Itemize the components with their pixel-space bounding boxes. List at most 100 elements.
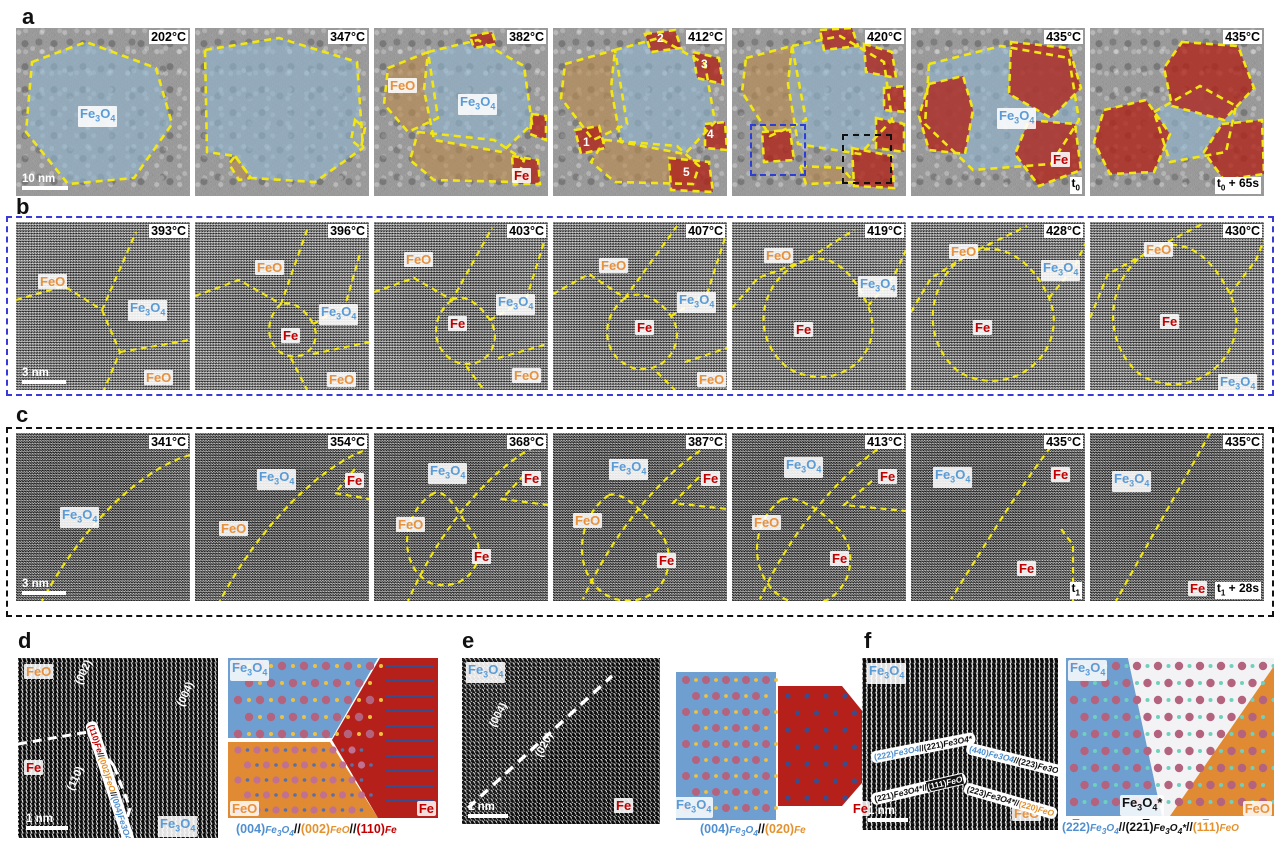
boundary-1 bbox=[499, 474, 548, 507]
fe-atom bbox=[785, 761, 791, 767]
tem-texture bbox=[195, 433, 369, 601]
fe-atom bbox=[804, 693, 810, 699]
feo-atom-small bbox=[302, 778, 307, 782]
lattice-atom bbox=[1090, 797, 1100, 807]
panel-c-frame-6: 435°C t1 Fe3O4 Fe Fe bbox=[911, 433, 1085, 601]
lattice-atom-small bbox=[1082, 800, 1087, 804]
panel-b-label-fe3o4-2: Fe3O4 bbox=[677, 292, 717, 313]
panel-b-temp-6: 428°C bbox=[1044, 224, 1083, 238]
panel-a-frame-1: 202°C Fe3O4 10 nm bbox=[16, 28, 190, 196]
boundary-1 bbox=[100, 309, 122, 390]
feo-atom bbox=[348, 806, 356, 814]
fe3o4-atom-small bbox=[714, 710, 718, 714]
lattice-atom-small bbox=[1208, 766, 1213, 770]
fe-atom bbox=[785, 727, 791, 733]
feo-domain bbox=[1170, 666, 1274, 816]
lattice-atom bbox=[1132, 763, 1142, 773]
panel-a-scalebar: 10 nm bbox=[22, 173, 68, 190]
fe3o4-atom-small bbox=[280, 681, 284, 685]
panel-c-temp-3: 368°C bbox=[507, 435, 546, 449]
panel-a-roi-black[interactable] bbox=[842, 134, 892, 184]
panel-d-scalebar: 1 nm bbox=[26, 813, 68, 830]
fe3o4-atom bbox=[288, 678, 298, 688]
panel-c-label-fe3o4-0: Fe3O4 bbox=[428, 463, 468, 484]
fe-atom bbox=[785, 795, 791, 801]
panel-b-frame-2: 396°C FeO Fe Fe3O4 FeO bbox=[195, 222, 369, 390]
feo-atom-small bbox=[321, 748, 326, 752]
panel-a-particle-marker-1: 1 bbox=[583, 135, 590, 149]
lattice-atom bbox=[1227, 746, 1236, 756]
fe3o4-atom bbox=[762, 804, 770, 812]
fe3o4-atom-small bbox=[269, 664, 273, 668]
panel-c-frame-1: 341°C Fe3O4 3 nm bbox=[16, 433, 190, 601]
fe3o4-atom-small bbox=[291, 698, 295, 702]
fe3o4-atom bbox=[354, 678, 364, 688]
boundary-2 bbox=[609, 36, 717, 156]
panel-d-sch-label-fe3o4: Fe3O4 bbox=[230, 660, 270, 681]
feo-atom-small bbox=[331, 793, 335, 797]
lattice-atom bbox=[1195, 729, 1205, 739]
panel-b-temp-2: 396°C bbox=[328, 224, 367, 238]
panel-a-row: 202°C Fe3O4 10 nm 347°C 382°C FeO Fe3O4 Fe 412°C… bbox=[16, 28, 1264, 196]
panel-c-temp-2: 354°C bbox=[328, 435, 367, 449]
fe-region-1 bbox=[1094, 100, 1170, 174]
lattice-atom bbox=[1101, 678, 1110, 688]
boundary-0 bbox=[1090, 223, 1203, 319]
boundary-1 bbox=[434, 296, 496, 365]
panel-a-roi-blue[interactable] bbox=[750, 124, 806, 176]
panel-a-time-7: t0 + 65s bbox=[1214, 175, 1261, 194]
panel-f-sch-label-fe3o4: Fe3O4 bbox=[1068, 660, 1108, 681]
boundary-1 bbox=[841, 480, 906, 513]
feo-atom-small bbox=[293, 793, 297, 797]
lattice-atom-small bbox=[1187, 698, 1192, 702]
panel-d-micrograph: FeO Fe Fe3O4 (002) (004) (110) (110)Fe//… bbox=[18, 658, 218, 838]
fe-region-3 bbox=[705, 122, 727, 150]
fe-region-1 bbox=[693, 52, 723, 84]
lattice-atom-small bbox=[1124, 732, 1129, 736]
boundary-1 bbox=[349, 117, 367, 151]
fe-atom bbox=[851, 778, 858, 784]
fe3o4-atom bbox=[244, 712, 254, 722]
lattice-atom-small bbox=[1124, 766, 1129, 770]
lattice-atom-small bbox=[1219, 749, 1223, 753]
fe3o4-atom-small bbox=[269, 732, 273, 736]
lattice-atom bbox=[1227, 678, 1236, 688]
fe3o4-atom-small bbox=[357, 698, 361, 702]
panel-letter-a: a bbox=[22, 4, 35, 29]
lattice-atom-small bbox=[1261, 783, 1265, 787]
feo-atom-small bbox=[340, 748, 345, 752]
lattice-atom-small bbox=[1093, 681, 1097, 685]
lattice-atom-small bbox=[1187, 664, 1192, 668]
lattice-atom bbox=[1132, 695, 1142, 705]
fe3o4-atom bbox=[722, 676, 730, 684]
panel-c-overlay-2 bbox=[218, 449, 369, 601]
fe3o4-atom-small bbox=[734, 678, 738, 682]
feo-atom-small bbox=[359, 748, 364, 752]
lattice-atom-small bbox=[1135, 715, 1139, 719]
lattice-atom bbox=[1132, 729, 1142, 739]
boundary-1 bbox=[670, 476, 727, 511]
feo-atom bbox=[357, 791, 366, 799]
fe3o4-atom-small bbox=[734, 742, 738, 746]
fe3o4-atom bbox=[752, 788, 760, 796]
boundary-3 bbox=[465, 365, 485, 390]
fe3o4-atom bbox=[277, 695, 287, 705]
lattice-atom-small bbox=[1156, 783, 1160, 787]
fe3o4-atom bbox=[332, 712, 342, 722]
fe3o4-atom bbox=[712, 756, 720, 764]
panel-b-label-fe3o4-2: Fe3O4 bbox=[319, 304, 359, 325]
fe3o4-atom-small bbox=[754, 742, 758, 746]
fe3o4-atom-small bbox=[313, 698, 317, 702]
lattice-atom-small bbox=[1166, 664, 1171, 668]
feo-atom-small bbox=[340, 778, 345, 782]
fe3o4-atom bbox=[762, 676, 770, 684]
feo-atom-small bbox=[245, 748, 250, 752]
fe3o4-atom-small bbox=[379, 664, 383, 668]
lattice-atom bbox=[1216, 797, 1226, 807]
panel-b-label-feo-0: FeO bbox=[764, 248, 794, 263]
lattice-atom-small bbox=[1166, 800, 1171, 804]
fe3o4-atom-small bbox=[714, 806, 718, 810]
panel-c-label-fe3o4-0: Fe3O4 bbox=[60, 507, 100, 528]
panel-a-label-fe3o4: Fe3O4 bbox=[78, 106, 118, 127]
fe3o4-atom-small bbox=[313, 732, 317, 736]
